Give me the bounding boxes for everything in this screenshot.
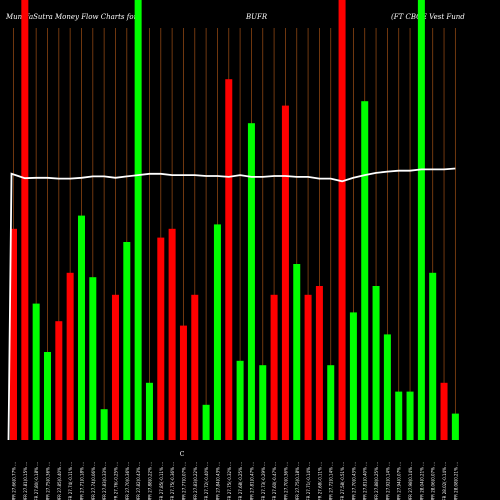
x-tick-label: BUFR 28.04(0.21% ... bbox=[419, 462, 424, 500]
x-tick-label: BUFR 27.75(-0.36% ... bbox=[170, 462, 175, 500]
x-tick-label: BUFR 27.94(0.07% ... bbox=[397, 462, 402, 500]
x-tick-label: BUFR 27.80(-0.18% ... bbox=[34, 462, 39, 500]
x-tick-label: BUFR 27.60(-0.47% ... bbox=[272, 462, 277, 500]
x-tick-label: BUFR 27.81(0.15% ... bbox=[23, 462, 28, 500]
x-tick-label: BUFR 27.88(0.22% ... bbox=[147, 462, 152, 500]
x-tick-label: BUFR 27.98(0.14% ... bbox=[408, 462, 413, 500]
x-tick-label: BUFR 27.82(0.43% ... bbox=[136, 462, 141, 500]
money-flow-bar bbox=[361, 101, 369, 440]
x-tick-label: BUFR 27.72(-0.40% ... bbox=[204, 462, 209, 500]
money-flow-bar bbox=[66, 272, 74, 440]
money-flow-bar bbox=[157, 237, 165, 440]
x-tick-label: BUFR 27.92(0.14% ... bbox=[385, 462, 390, 500]
x-tick-label: BUFR 27.75(0.36% ... bbox=[45, 462, 50, 500]
money-flow-bar bbox=[451, 413, 459, 440]
axis-mark: C bbox=[180, 451, 185, 458]
money-flow-bar bbox=[247, 123, 255, 440]
chart-title-left: MunafaSutra Money Flow Charts for bbox=[6, 13, 137, 21]
money-flow-bar bbox=[440, 382, 448, 440]
x-tick-label: BUFR 27.74(0.06% ... bbox=[91, 462, 96, 500]
money-flow-bar bbox=[315, 286, 323, 440]
money-flow-bar bbox=[304, 294, 312, 440]
money-flow-bar bbox=[417, 0, 425, 440]
money-flow-bar bbox=[395, 391, 403, 440]
money-flow-bar bbox=[338, 0, 346, 440]
x-tick-label: BUFR 28.06(0.07% ... bbox=[431, 462, 436, 500]
x-tick-label: BUFR 27.73(-0.29% ... bbox=[261, 462, 266, 500]
x-tick-label: BUFR 28.08(0.21% ... bbox=[453, 462, 458, 500]
chart-title-fund: (FT CBOE Vest Fund bbox=[391, 13, 465, 21]
x-tick-label: BUFR 27.83(0.22% ... bbox=[193, 462, 198, 500]
trend-line bbox=[7, 167, 456, 441]
money-flow-bar bbox=[259, 365, 267, 440]
x-tick-label: BUFR 27.71(0.18% ... bbox=[79, 462, 84, 500]
money-flow-bar bbox=[406, 391, 414, 440]
x-tick-label: BUFR 27.75(-0.32% ... bbox=[227, 462, 232, 500]
money-flow-bar bbox=[111, 294, 119, 440]
x-tick-label: BUFR 27.83(0.33% ... bbox=[102, 462, 107, 500]
money-flow-bar bbox=[10, 228, 17, 440]
money-flow-bar bbox=[100, 409, 108, 440]
money-flow-bar bbox=[225, 79, 233, 440]
money-flow-bar bbox=[429, 272, 437, 440]
money-flow-bar bbox=[281, 105, 289, 440]
money-flow-bar bbox=[89, 277, 97, 440]
chart-title-symbol: BUFR bbox=[246, 13, 268, 21]
money-flow-bar bbox=[21, 0, 29, 440]
money-flow-bar bbox=[327, 365, 335, 440]
x-tick-label: BUFR 27.85(-0.11% ... bbox=[159, 462, 164, 500]
money-flow-bar bbox=[134, 0, 142, 440]
x-tick-label: BUFR 27.75(0.18% ... bbox=[295, 462, 300, 500]
money-flow-bar bbox=[383, 334, 391, 440]
x-tick-label: BUFR 27.85(0.40% ... bbox=[57, 462, 62, 500]
x-tick-label: BUFR 27.72(0.14% ... bbox=[329, 462, 334, 500]
x-tick-label: BUFR 27.70(0.36% ... bbox=[283, 462, 288, 500]
money-flow-bar bbox=[55, 321, 63, 440]
money-flow-bar bbox=[77, 215, 85, 440]
x-tick-label: BUFR 27.74(-0.11% ... bbox=[68, 462, 73, 500]
x-tick-label: BUFR 27.81(0.47% ... bbox=[249, 462, 254, 500]
money-flow-bar bbox=[202, 404, 210, 440]
x-tick-label: BUFR 27.77(0.07% ... bbox=[181, 462, 186, 500]
money-flow-bar bbox=[213, 224, 221, 440]
money-flow-bar bbox=[145, 382, 153, 440]
x-tick-label: BUFR 27.66(0.77% ... bbox=[12, 462, 17, 500]
money-flow-bar bbox=[293, 264, 301, 440]
x-tick-label: BUFR 27.81(0.40% ... bbox=[363, 462, 368, 500]
money-flow-bar bbox=[168, 228, 176, 440]
money-flow-bar bbox=[191, 294, 199, 440]
money-flow-bar bbox=[236, 360, 244, 440]
x-tick-label: BUFR 28.02(-0.14% ... bbox=[442, 462, 447, 500]
money-flow-bar bbox=[32, 303, 40, 440]
x-tick-label: BUFR 27.68(-0.25% ... bbox=[238, 462, 243, 500]
money-flow-bar bbox=[123, 242, 131, 440]
x-tick-label: BUFR 27.84(0.43% ... bbox=[215, 462, 220, 500]
x-tick-label: BUFR 27.70(0.43% ... bbox=[351, 462, 356, 500]
money-flow-bar bbox=[270, 294, 278, 440]
x-tick-label: BUFR 27.68(-0.11% ... bbox=[317, 462, 322, 500]
money-flow-bar bbox=[179, 325, 187, 440]
x-tick-label: BUFR 27.71(-0.14% ... bbox=[306, 462, 311, 500]
x-tick-label: BUFR 27.70(0.36% ... bbox=[125, 462, 130, 500]
x-tick-label: BUFR 27.58(-0.51% ... bbox=[340, 462, 345, 500]
money-flow-bar bbox=[349, 312, 357, 440]
money-flow-bar bbox=[43, 352, 51, 440]
x-tick-label: BUFR 27.76(-0.25% ... bbox=[113, 462, 118, 500]
x-tick-label: BUFR 27.88(0.25% ... bbox=[374, 462, 379, 500]
money-flow-bar bbox=[372, 286, 380, 440]
